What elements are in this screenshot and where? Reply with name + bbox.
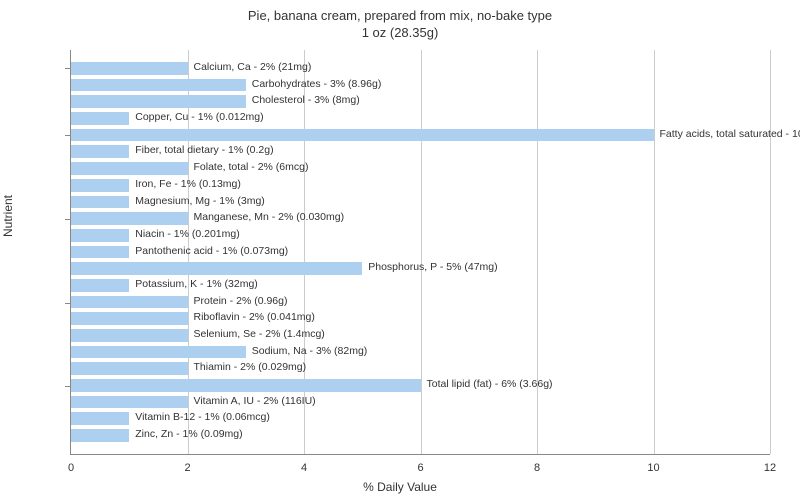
x-tick-label: 4	[301, 462, 307, 474]
bar-label: Iron, Fe - 1% (0.13mg)	[129, 178, 241, 190]
bar-row: Riboflavin - 2% (0.041mg)	[71, 310, 770, 327]
y-tick	[65, 303, 71, 304]
bar-row: Fatty acids, total saturated - 10% (1.95…	[71, 127, 770, 144]
bar-row: Total lipid (fat) - 6% (3.66g)	[71, 377, 770, 394]
y-axis-label: Nutrient	[1, 195, 15, 237]
bar-row: Iron, Fe - 1% (0.13mg)	[71, 177, 770, 194]
bar-row: Magnesium, Mg - 1% (3mg)	[71, 194, 770, 211]
bar	[71, 312, 188, 325]
bar	[71, 296, 188, 309]
bar-label: Selenium, Se - 2% (1.4mcg)	[188, 328, 325, 340]
y-tick	[65, 386, 71, 387]
bar-label: Phosphorus, P - 5% (47mg)	[362, 261, 497, 273]
title-line-2: 1 oz (28.35g)	[0, 25, 800, 42]
bar	[71, 262, 362, 275]
bar-row: Potassium, K - 1% (32mg)	[71, 277, 770, 294]
bar-label: Magnesium, Mg - 1% (3mg)	[129, 195, 265, 207]
bar-row: Thiamin - 2% (0.029mg)	[71, 360, 770, 377]
gridline	[770, 50, 771, 454]
bar-row: Vitamin A, IU - 2% (116IU)	[71, 394, 770, 411]
bar-label: Vitamin A, IU - 2% (116IU)	[188, 395, 316, 407]
bar-row: Calcium, Ca - 2% (21mg)	[71, 60, 770, 77]
chart-container: Pie, banana cream, prepared from mix, no…	[0, 0, 800, 500]
plot-area: 024681012 Calcium, Ca - 2% (21mg)Carbohy…	[70, 50, 770, 455]
x-tick-label: 8	[534, 462, 540, 474]
bar-row: Fiber, total dietary - 1% (0.2g)	[71, 143, 770, 160]
bar	[71, 212, 188, 225]
bar-row: Phosphorus, P - 5% (47mg)	[71, 260, 770, 277]
bar-label: Fiber, total dietary - 1% (0.2g)	[129, 144, 273, 156]
bar	[71, 162, 188, 175]
bar-row: Sodium, Na - 3% (82mg)	[71, 344, 770, 361]
bar	[71, 346, 246, 359]
bar-row: Copper, Cu - 1% (0.012mg)	[71, 110, 770, 127]
bar	[71, 379, 421, 392]
bar-row: Protein - 2% (0.96g)	[71, 294, 770, 311]
chart-title: Pie, banana cream, prepared from mix, no…	[0, 0, 800, 42]
bar-row: Carbohydrates - 3% (8.96g)	[71, 77, 770, 94]
bar-row: Zinc, Zn - 1% (0.09mg)	[71, 427, 770, 444]
y-tick	[65, 68, 71, 69]
bars-container: Calcium, Ca - 2% (21mg) Carbohydrates - 3…	[71, 60, 770, 444]
bar-label: Sodium, Na - 3% (82mg)	[246, 345, 368, 357]
bar-label: Copper, Cu - 1% (0.012mg)	[129, 111, 263, 123]
bar	[71, 62, 188, 75]
title-line-1: Pie, banana cream, prepared from mix, no…	[0, 8, 800, 25]
bar-label: Potassium, K - 1% (32mg)	[129, 278, 258, 290]
bar	[71, 329, 188, 342]
x-tick-label: 12	[764, 462, 776, 474]
y-tick	[65, 219, 71, 220]
bar	[71, 279, 129, 292]
bar-label: Protein - 2% (0.96g)	[188, 295, 288, 307]
bar	[71, 179, 129, 192]
bar	[71, 79, 246, 92]
bar-row: Folate, total - 2% (6mcg)	[71, 160, 770, 177]
bar	[71, 362, 188, 375]
x-tick-label: 10	[647, 462, 659, 474]
bar-label: Fatty acids, total saturated - 10% (1.95…	[654, 128, 800, 140]
bar	[71, 145, 129, 158]
bar-label: Folate, total - 2% (6mcg)	[188, 161, 309, 173]
bar-label: Cholesterol - 3% (8mg)	[246, 94, 360, 106]
bar-label: Zinc, Zn - 1% (0.09mg)	[129, 428, 242, 440]
bar-row: Selenium, Se - 2% (1.4mcg)	[71, 327, 770, 344]
bar-label: Pantothenic acid - 1% (0.073mg)	[129, 245, 288, 257]
bar	[71, 246, 129, 259]
bar-label: Thiamin - 2% (0.029mg)	[188, 361, 307, 373]
bar	[71, 95, 246, 108]
bar	[71, 112, 129, 125]
y-tick	[65, 135, 71, 136]
bar-label: Carbohydrates - 3% (8.96g)	[246, 78, 382, 90]
bar-label: Manganese, Mn - 2% (0.030mg)	[188, 211, 345, 223]
bar	[71, 129, 654, 142]
x-tick-label: 2	[184, 462, 190, 474]
bar-label: Calcium, Ca - 2% (21mg)	[188, 61, 312, 73]
x-tick-label: 0	[68, 462, 74, 474]
bar-row: Cholesterol - 3% (8mg)	[71, 93, 770, 110]
bar-label: Vitamin B-12 - 1% (0.06mcg)	[129, 411, 270, 423]
bar-label: Total lipid (fat) - 6% (3.66g)	[421, 378, 553, 390]
bar	[71, 196, 129, 209]
bar-row: Manganese, Mn - 2% (0.030mg)	[71, 210, 770, 227]
bar-row: Pantothenic acid - 1% (0.073mg)	[71, 244, 770, 261]
bar	[71, 229, 129, 242]
x-axis-label: % Daily Value	[363, 480, 437, 494]
bar-row: Vitamin B-12 - 1% (0.06mcg)	[71, 410, 770, 427]
bar	[71, 412, 129, 425]
bar	[71, 396, 188, 409]
bar-label: Niacin - 1% (0.201mg)	[129, 228, 239, 240]
bar	[71, 429, 129, 442]
x-tick-label: 6	[417, 462, 423, 474]
bar-label: Riboflavin - 2% (0.041mg)	[188, 311, 315, 323]
bar-row: Niacin - 1% (0.201mg)	[71, 227, 770, 244]
